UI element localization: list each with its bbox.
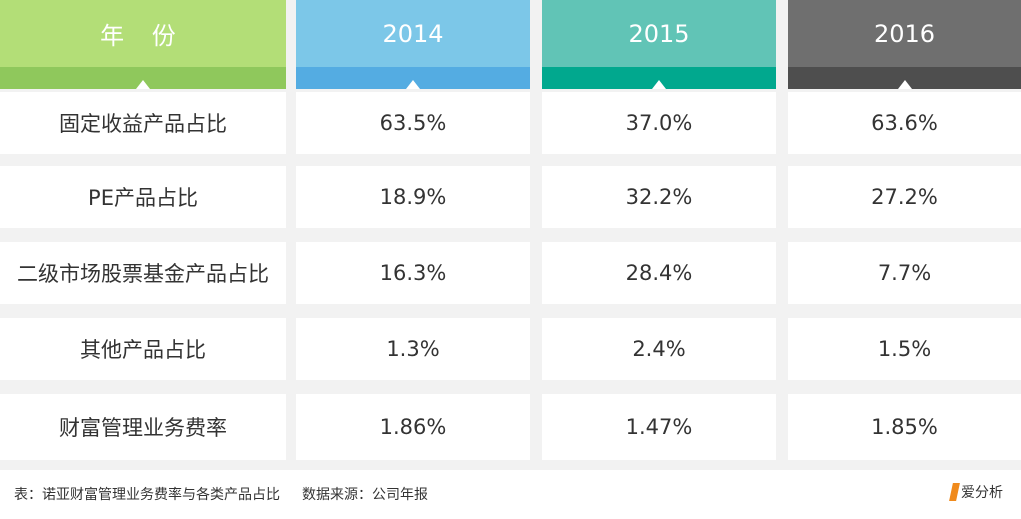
logo-text: 爱分析 (961, 485, 1003, 501)
row-label: 其他产品占比 (0, 318, 286, 380)
header-arrow-icon (897, 80, 912, 89)
brand-logo: 爱分析 (949, 482, 1003, 502)
footer: 表：诺亚财富管理业务费率与各类产品占比 数据来源：公司年报 爱分析 (0, 470, 1021, 519)
row-label: PE产品占比 (0, 166, 286, 228)
header-bar (788, 67, 1021, 89)
header-year-label-cell: 年 份 (0, 0, 286, 89)
header-bar (296, 67, 530, 89)
value-cell: 63.5% (296, 92, 530, 154)
year-column-2015: 2015 37.0% 32.2% 28.4% 2.4% 1.47% (542, 0, 776, 464)
row-label: 财富管理业务费率 (0, 394, 286, 460)
caption-text: 表：诺亚财富管理业务费率与各类产品占比 (14, 487, 280, 503)
logo-icon (949, 483, 960, 501)
value-cell: 1.5% (788, 318, 1021, 380)
row-label: 固定收益产品占比 (0, 92, 286, 154)
table-caption: 表：诺亚财富管理业务费率与各类产品占比 数据来源：公司年报 (14, 484, 428, 504)
header-year-label: 年 份 (0, 0, 286, 67)
value-cell: 37.0% (542, 92, 776, 154)
data-table: 年 份 固定收益产品占比 PE产品占比 二级市场股票基金产品占比 其他产品占比 … (0, 0, 1021, 464)
year-column-2014: 2014 63.5% 18.9% 16.3% 1.3% 1.86% (296, 0, 530, 464)
header-year: 2015 (542, 0, 776, 67)
year-column-2016: 2016 63.6% 27.2% 7.7% 1.5% 1.85% (788, 0, 1021, 464)
value-cell: 1.3% (296, 318, 530, 380)
header-bar (0, 67, 286, 89)
value-cell: 7.7% (788, 242, 1021, 304)
label-column: 年 份 固定收益产品占比 PE产品占比 二级市场股票基金产品占比 其他产品占比 … (0, 0, 286, 464)
value-cell: 27.2% (788, 166, 1021, 228)
header-bar (542, 67, 776, 89)
header-year: 2016 (788, 0, 1021, 67)
value-cell: 32.2% (542, 166, 776, 228)
value-cell: 1.86% (296, 394, 530, 460)
header-year: 2014 (296, 0, 530, 67)
row-label: 二级市场股票基金产品占比 (0, 242, 286, 304)
header-year-cell: 2015 (542, 0, 776, 89)
header-arrow-icon (136, 80, 150, 89)
value-cell: 1.85% (788, 394, 1021, 460)
header-arrow-icon (652, 80, 666, 89)
value-cell: 16.3% (296, 242, 530, 304)
value-cell: 2.4% (542, 318, 776, 380)
value-cell: 1.47% (542, 394, 776, 460)
value-cell: 28.4% (542, 242, 776, 304)
header-year-cell: 2016 (788, 0, 1021, 89)
value-cell: 18.9% (296, 166, 530, 228)
header-arrow-icon (406, 80, 420, 89)
header-year-cell: 2014 (296, 0, 530, 89)
source-text: 数据来源：公司年报 (302, 487, 428, 503)
value-cell: 63.6% (788, 92, 1021, 154)
